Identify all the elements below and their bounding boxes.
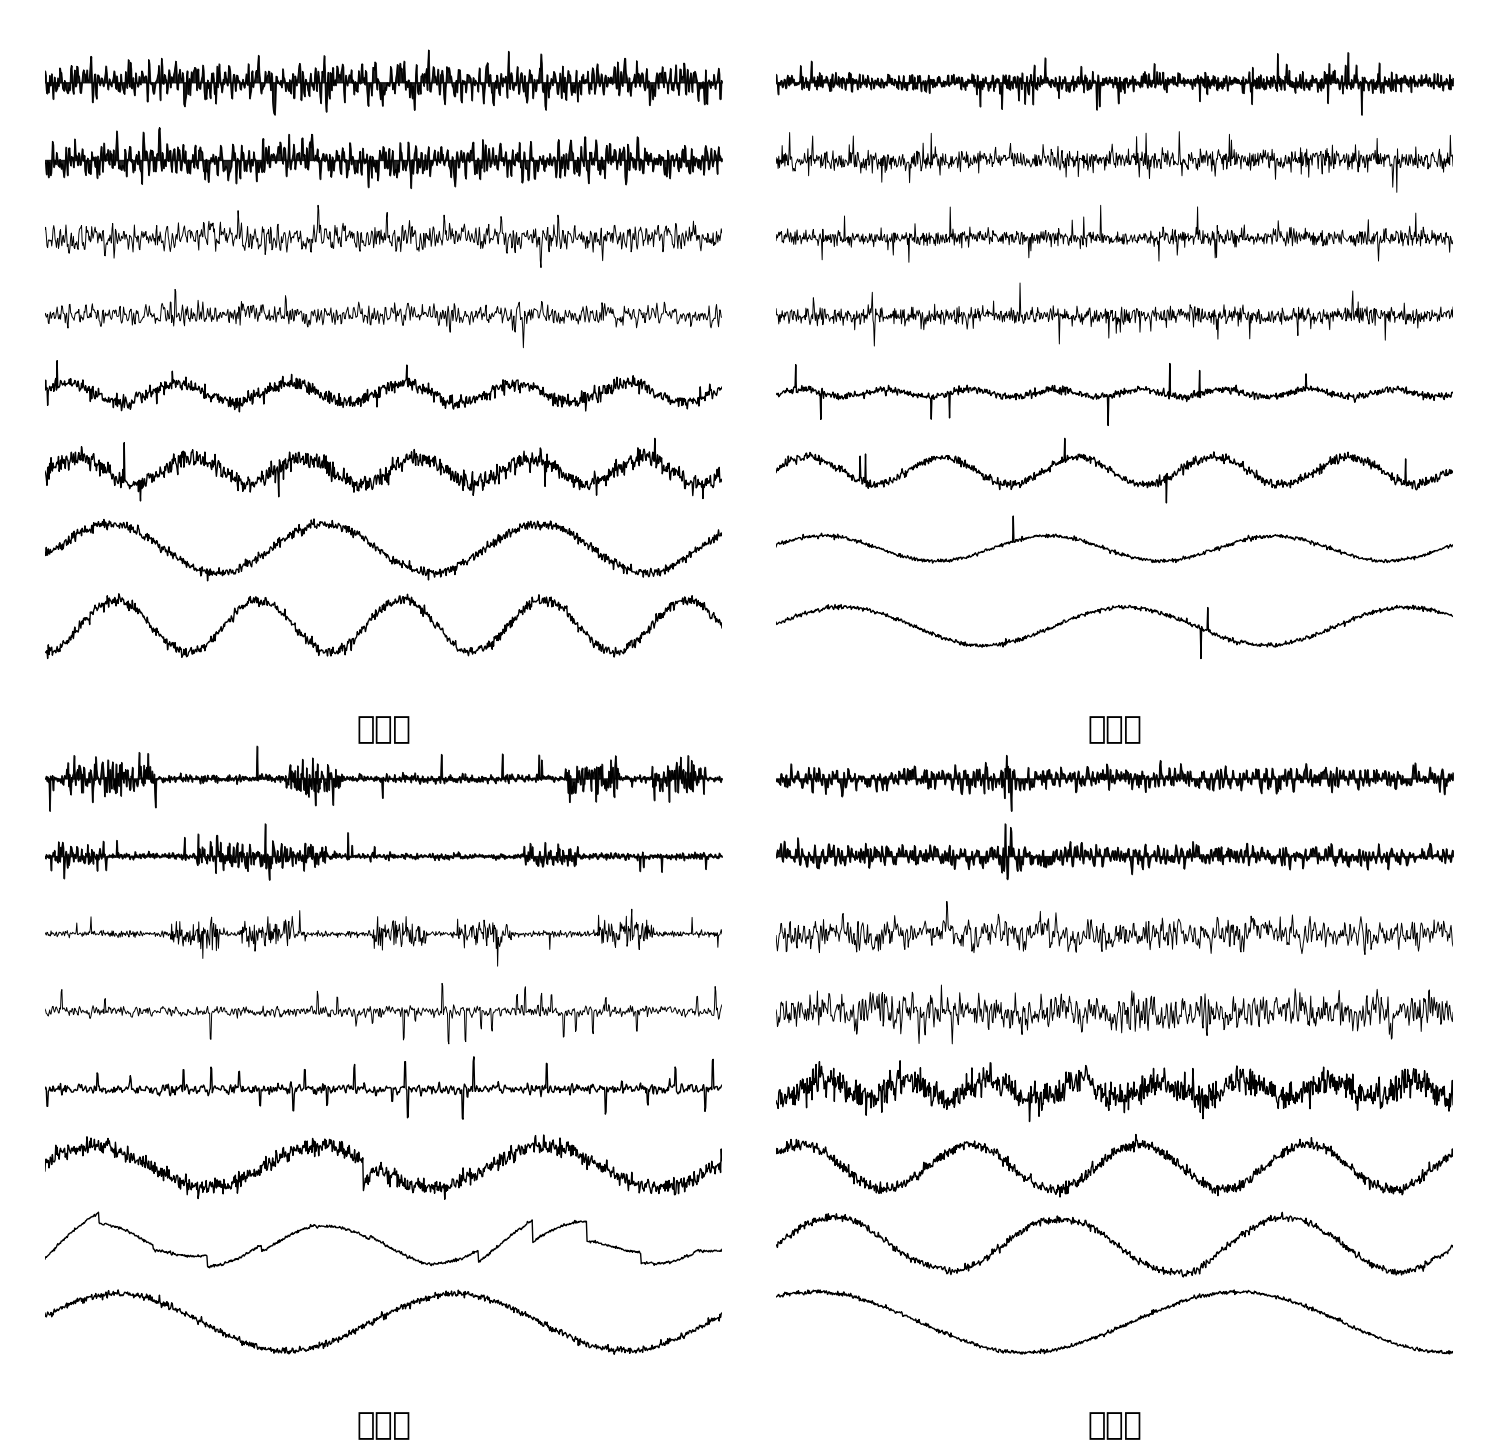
Text: 泡状流: 泡状流 bbox=[357, 715, 410, 744]
Text: 弹状流: 弹状流 bbox=[357, 1410, 410, 1439]
Text: 塞状流: 塞状流 bbox=[1088, 715, 1141, 744]
Text: 环状流: 环状流 bbox=[1088, 1410, 1141, 1439]
